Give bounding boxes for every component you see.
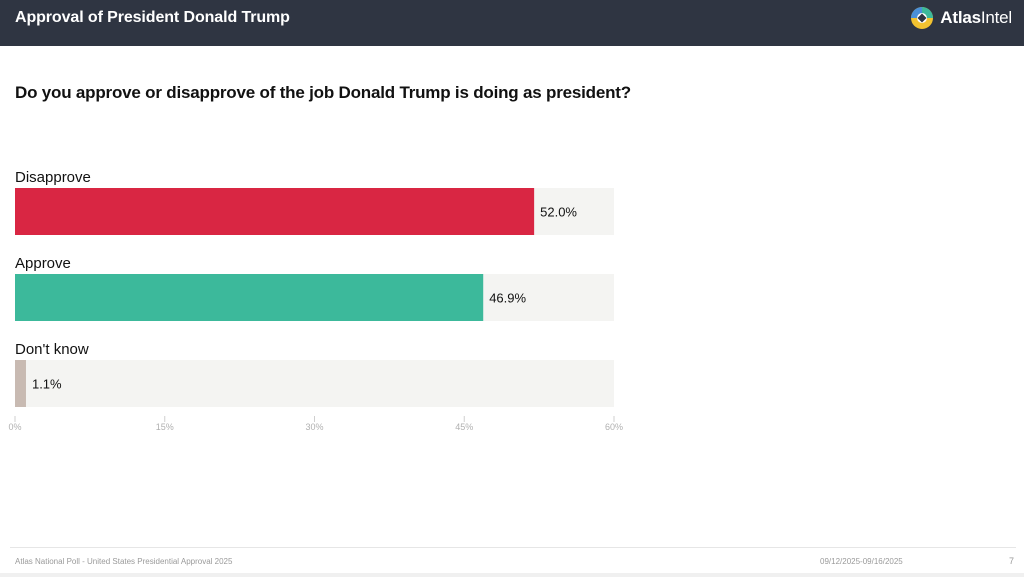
category-label-disapprove: Disapprove <box>15 169 91 186</box>
bar-disapprove <box>15 188 535 235</box>
footer-source: Atlas National Poll - United States Pres… <box>15 557 233 566</box>
category-label-don-t-know: Don't know <box>15 341 89 358</box>
category-label-approve: Approve <box>15 255 71 272</box>
header-bar: Approval of President Donald Trump Atlas… <box>0 0 1024 46</box>
x-tick-label: 0% <box>8 422 21 432</box>
page-title: Approval of President Donald Trump <box>15 9 290 26</box>
chart-question: Do you approve or disapprove of the job … <box>15 83 631 102</box>
brand-name-rest: Intel <box>980 8 1012 27</box>
x-tick-label: 30% <box>305 422 323 432</box>
data-label-don-t-know: 1.1% <box>32 377 62 392</box>
bar-don-t-know <box>15 360 26 407</box>
brand-logo: AtlasIntel <box>909 5 1012 31</box>
brand-name-bold: Atlas <box>940 8 981 27</box>
x-tick-label: 60% <box>605 422 623 432</box>
atlasintel-logo-icon <box>911 7 934 29</box>
footer-date-range: 09/12/2025-09/16/2025 <box>820 557 903 566</box>
bottom-border <box>0 573 1024 577</box>
x-tick-label: 15% <box>156 422 174 432</box>
page-number: 7 <box>1009 556 1015 566</box>
approval-bar-chart: Disapprove 52.0% Approve 46.9% Don't know 1.1… <box>8 169 623 432</box>
bar-approve <box>15 274 484 321</box>
data-label-approve: 46.9% <box>489 291 526 306</box>
data-label-disapprove: 52.0% <box>540 205 577 220</box>
x-tick-label: 45% <box>455 422 473 432</box>
bar-track-don-t-know <box>15 360 614 407</box>
brand-name: AtlasIntel <box>940 8 1012 28</box>
footer-divider <box>10 547 1016 548</box>
